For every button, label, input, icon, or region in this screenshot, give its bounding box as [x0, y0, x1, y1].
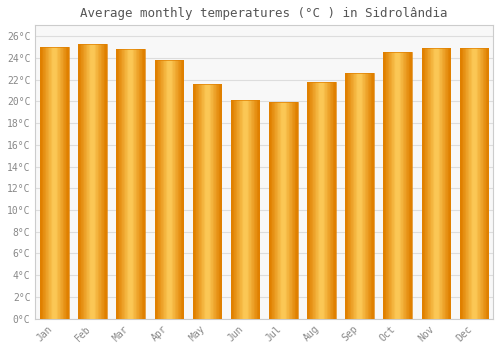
Title: Average monthly temperatures (°C ) in Sidrolândia: Average monthly temperatures (°C ) in Si…: [80, 7, 448, 20]
Bar: [192, 84, 222, 318]
Bar: [422, 48, 450, 318]
Bar: [154, 60, 183, 318]
Bar: [307, 82, 336, 318]
Bar: [269, 103, 298, 318]
Bar: [116, 49, 145, 318]
Bar: [345, 73, 374, 318]
Bar: [40, 47, 68, 318]
Bar: [460, 48, 488, 318]
Bar: [384, 52, 412, 318]
Bar: [231, 100, 260, 318]
Bar: [78, 44, 107, 318]
